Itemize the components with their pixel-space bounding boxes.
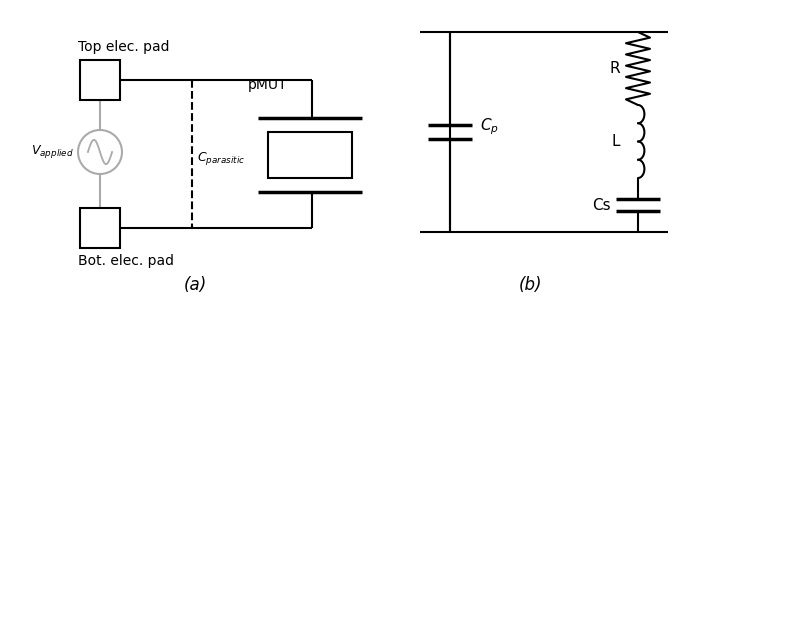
Text: $C_{parasitic}$: $C_{parasitic}$: [197, 151, 245, 168]
Text: L: L: [611, 134, 620, 149]
Text: $V_{applied}$: $V_{applied}$: [31, 143, 74, 161]
Text: Bot. elec. pad: Bot. elec. pad: [78, 254, 174, 268]
Text: Top elec. pad: Top elec. pad: [78, 40, 170, 54]
Text: (a): (a): [183, 276, 206, 294]
Text: (b): (b): [518, 276, 542, 294]
Circle shape: [78, 130, 122, 174]
Bar: [80, 60, 120, 100]
Bar: [268, 132, 352, 178]
Text: R: R: [610, 61, 620, 76]
Text: $C_p$: $C_p$: [480, 117, 499, 137]
Text: pMUT: pMUT: [248, 78, 288, 92]
Text: Cs: Cs: [592, 197, 611, 212]
Bar: [80, 208, 120, 248]
